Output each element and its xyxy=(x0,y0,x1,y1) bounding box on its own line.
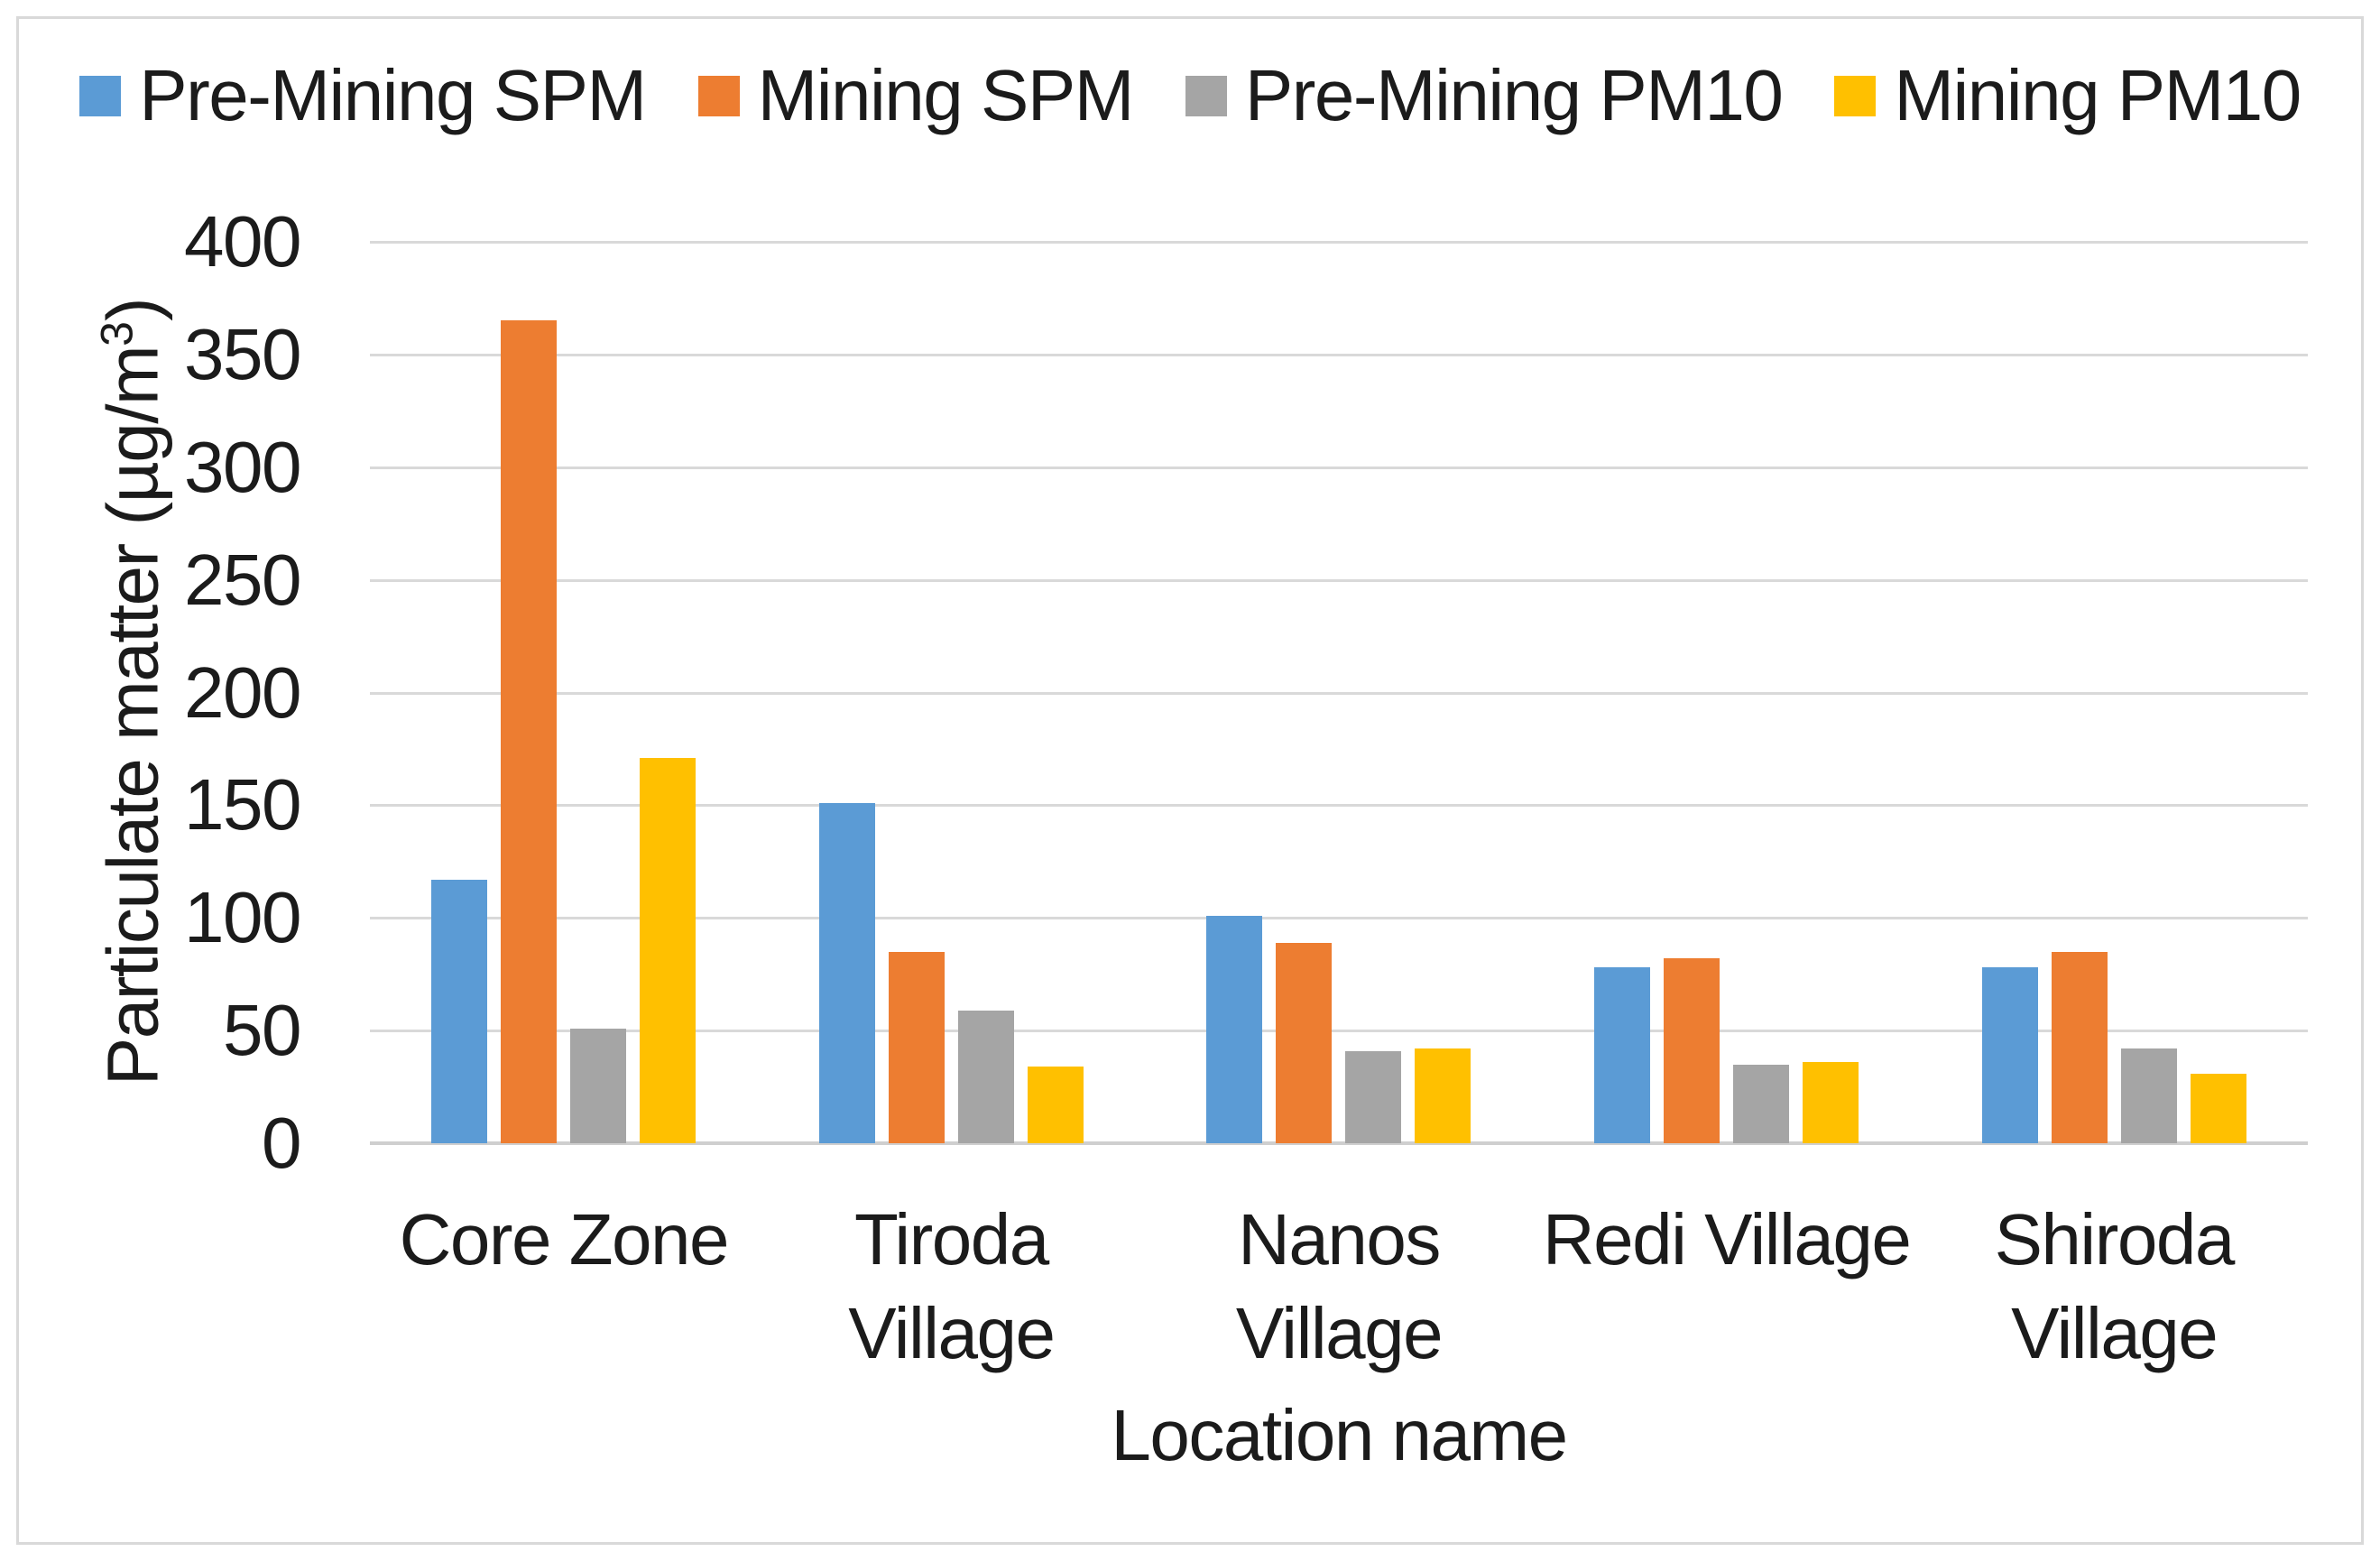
bar-mining-spm-tiroda-village xyxy=(888,951,945,1143)
y-tick-label-150: 150 xyxy=(184,764,301,845)
bar-mining-pm10-nanos-village xyxy=(1415,1048,1471,1143)
x-category-label-tiroda-village: Tiroda Village xyxy=(848,1199,1056,1373)
bar-pre-mining-pm10-shiroda-village xyxy=(2120,1048,2177,1143)
legend-swatch-pre-mining-spm-icon xyxy=(79,75,122,116)
bar-pre-mining-spm-redi-village xyxy=(1594,967,1651,1143)
bar-mining-pm10-core-zone xyxy=(640,757,696,1143)
gridline-250 xyxy=(370,578,2308,582)
bar-mining-spm-redi-village xyxy=(1664,958,1720,1143)
legend-swatch-mining-pm10-icon xyxy=(1834,75,1877,116)
y-tick-label-350: 350 xyxy=(184,313,301,394)
bar-group-shiroda-village xyxy=(1920,242,2308,1143)
gridline-100 xyxy=(370,917,2308,920)
bar-group-core-zone xyxy=(370,242,758,1143)
gridline-200 xyxy=(370,691,2308,695)
y-tick-label-300: 300 xyxy=(184,426,301,507)
bar-pre-mining-spm-tiroda-village xyxy=(818,802,875,1143)
gridline-350 xyxy=(370,353,2308,356)
x-category-label-shiroda-village: Shiroda Village xyxy=(1994,1199,2236,1373)
gridline-300 xyxy=(370,466,2308,469)
bar-pre-mining-pm10-nanos-village xyxy=(1345,1050,1402,1143)
y-tick-label-0: 0 xyxy=(262,1103,302,1183)
bar-pre-mining-spm-shiroda-village xyxy=(1981,967,2038,1143)
bar-pre-mining-pm10-redi-village xyxy=(1733,1064,1790,1143)
chart-legend: Pre-Mining SPM Mining SPM Pre-Mining PM1… xyxy=(0,52,2380,139)
legend-item-pre-mining-pm10: Pre-Mining PM10 xyxy=(1185,52,1784,139)
x-category-label-nanos-village: Nanos Village xyxy=(1235,1199,1444,1373)
bar-pre-mining-spm-nanos-village xyxy=(1206,915,1263,1143)
bar-group-tiroda-village xyxy=(758,242,1146,1143)
bar-pre-mining-pm10-tiroda-village xyxy=(957,1010,1014,1143)
bar-mining-pm10-tiroda-village xyxy=(1027,1067,1084,1143)
y-tick-label-200: 200 xyxy=(184,651,301,733)
legend-label-pre-mining-pm10: Pre-Mining PM10 xyxy=(1244,55,1784,135)
x-axis-title: Location name xyxy=(1111,1395,1568,1475)
bar-mining-spm-shiroda-village xyxy=(2051,951,2108,1143)
x-category-label-core-zone: Core Zone xyxy=(399,1199,730,1279)
bar-group-redi-village xyxy=(1533,242,1921,1143)
bar-pre-mining-pm10-core-zone xyxy=(570,1028,627,1143)
legend-label-mining-spm: Mining SPM xyxy=(757,55,1135,135)
bar-mining-pm10-shiroda-village xyxy=(2190,1073,2246,1143)
bar-mining-spm-nanos-village xyxy=(1276,942,1333,1143)
y-tick-label-100: 100 xyxy=(184,877,301,958)
gridline-50 xyxy=(370,1030,2308,1033)
legend-item-mining-pm10: Mining PM10 xyxy=(1834,52,2302,139)
y-tick-label-50: 50 xyxy=(223,990,301,1071)
legend-swatch-pre-mining-pm10-icon xyxy=(1185,75,1227,116)
gridline-0 xyxy=(370,1141,2308,1145)
bar-mining-spm-core-zone xyxy=(501,320,558,1143)
bar-group-nanos-village xyxy=(1145,242,1533,1143)
legend-item-mining-spm: Mining SPM xyxy=(697,52,1135,139)
x-category-label-redi-village: Redi Village xyxy=(1542,1199,1912,1279)
y-tick-label-250: 250 xyxy=(184,539,301,620)
gridline-400 xyxy=(370,241,2308,244)
legend-label-mining-pm10: Mining PM10 xyxy=(1894,55,2302,135)
y-tick-label-400: 400 xyxy=(184,201,301,282)
legend-item-pre-mining-spm: Pre-Mining SPM xyxy=(79,52,647,139)
legend-swatch-mining-spm-icon xyxy=(697,75,740,116)
bar-mining-pm10-redi-village xyxy=(1803,1062,1859,1143)
legend-label-pre-mining-spm: Pre-Mining SPM xyxy=(139,55,647,135)
bar-pre-mining-spm-core-zone xyxy=(431,879,488,1143)
gridline-150 xyxy=(370,804,2308,808)
